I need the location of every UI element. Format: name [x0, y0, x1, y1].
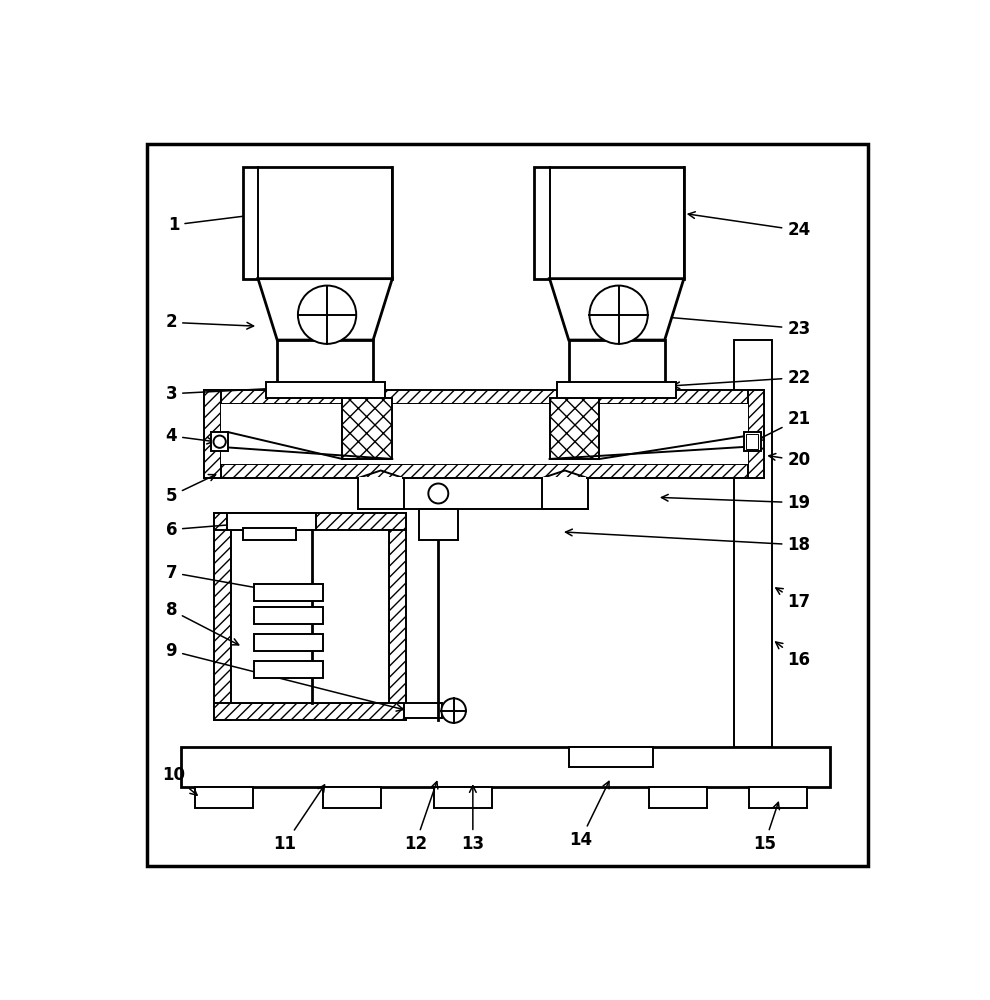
- Text: 6: 6: [165, 519, 261, 539]
- Bar: [204, 464, 764, 478]
- Bar: [195, 787, 252, 808]
- Text: 23: 23: [643, 312, 811, 338]
- Text: 14: 14: [568, 781, 609, 849]
- Bar: [265, 382, 384, 398]
- Bar: [435, 787, 492, 808]
- Bar: [557, 382, 676, 398]
- Text: 1: 1: [168, 208, 292, 234]
- Bar: [568, 747, 653, 767]
- Bar: [549, 398, 600, 459]
- Bar: [747, 390, 764, 478]
- Bar: [404, 703, 443, 718]
- Bar: [357, 478, 404, 509]
- Bar: [323, 787, 381, 808]
- Bar: [544, 477, 586, 491]
- Polygon shape: [549, 279, 684, 340]
- Text: 15: 15: [753, 802, 779, 853]
- Bar: [568, 340, 664, 386]
- Bar: [204, 390, 764, 404]
- Text: 24: 24: [688, 212, 811, 239]
- Text: 20: 20: [769, 451, 811, 469]
- Bar: [746, 434, 758, 449]
- Bar: [254, 634, 323, 651]
- Bar: [359, 477, 402, 491]
- Bar: [343, 398, 392, 459]
- Bar: [743, 432, 760, 451]
- Circle shape: [214, 436, 226, 448]
- Circle shape: [429, 484, 448, 503]
- Text: 16: 16: [775, 642, 811, 669]
- Text: 7: 7: [165, 564, 261, 591]
- Bar: [181, 747, 830, 787]
- Bar: [277, 340, 373, 386]
- Bar: [211, 432, 228, 451]
- Bar: [214, 513, 232, 720]
- Bar: [649, 787, 707, 808]
- Bar: [542, 478, 588, 509]
- Text: 10: 10: [162, 766, 197, 795]
- Bar: [221, 404, 747, 464]
- Bar: [254, 607, 323, 624]
- Text: 19: 19: [661, 494, 811, 512]
- Bar: [389, 513, 406, 720]
- Bar: [214, 513, 406, 530]
- Bar: [254, 661, 323, 678]
- Text: 21: 21: [757, 410, 811, 440]
- Text: 18: 18: [565, 529, 811, 554]
- Bar: [254, 584, 323, 601]
- Text: 8: 8: [165, 601, 239, 645]
- Circle shape: [298, 286, 356, 344]
- Text: 17: 17: [776, 588, 811, 611]
- Text: 12: 12: [404, 782, 438, 853]
- Text: 3: 3: [165, 385, 284, 403]
- Text: 2: 2: [165, 313, 253, 331]
- Bar: [231, 530, 389, 703]
- Bar: [749, 787, 807, 808]
- Text: 4: 4: [165, 427, 214, 445]
- Bar: [214, 703, 406, 720]
- Bar: [734, 340, 772, 747]
- Bar: [204, 390, 221, 478]
- Bar: [419, 509, 457, 540]
- Circle shape: [589, 286, 647, 344]
- Text: 11: 11: [273, 785, 325, 853]
- Circle shape: [442, 698, 466, 723]
- Bar: [243, 167, 392, 279]
- Text: 13: 13: [461, 786, 484, 853]
- Bar: [535, 167, 684, 279]
- Bar: [243, 528, 296, 540]
- Text: 5: 5: [165, 475, 216, 505]
- Bar: [228, 513, 316, 530]
- Polygon shape: [258, 279, 392, 340]
- Text: 9: 9: [165, 642, 403, 711]
- Text: 22: 22: [673, 369, 811, 389]
